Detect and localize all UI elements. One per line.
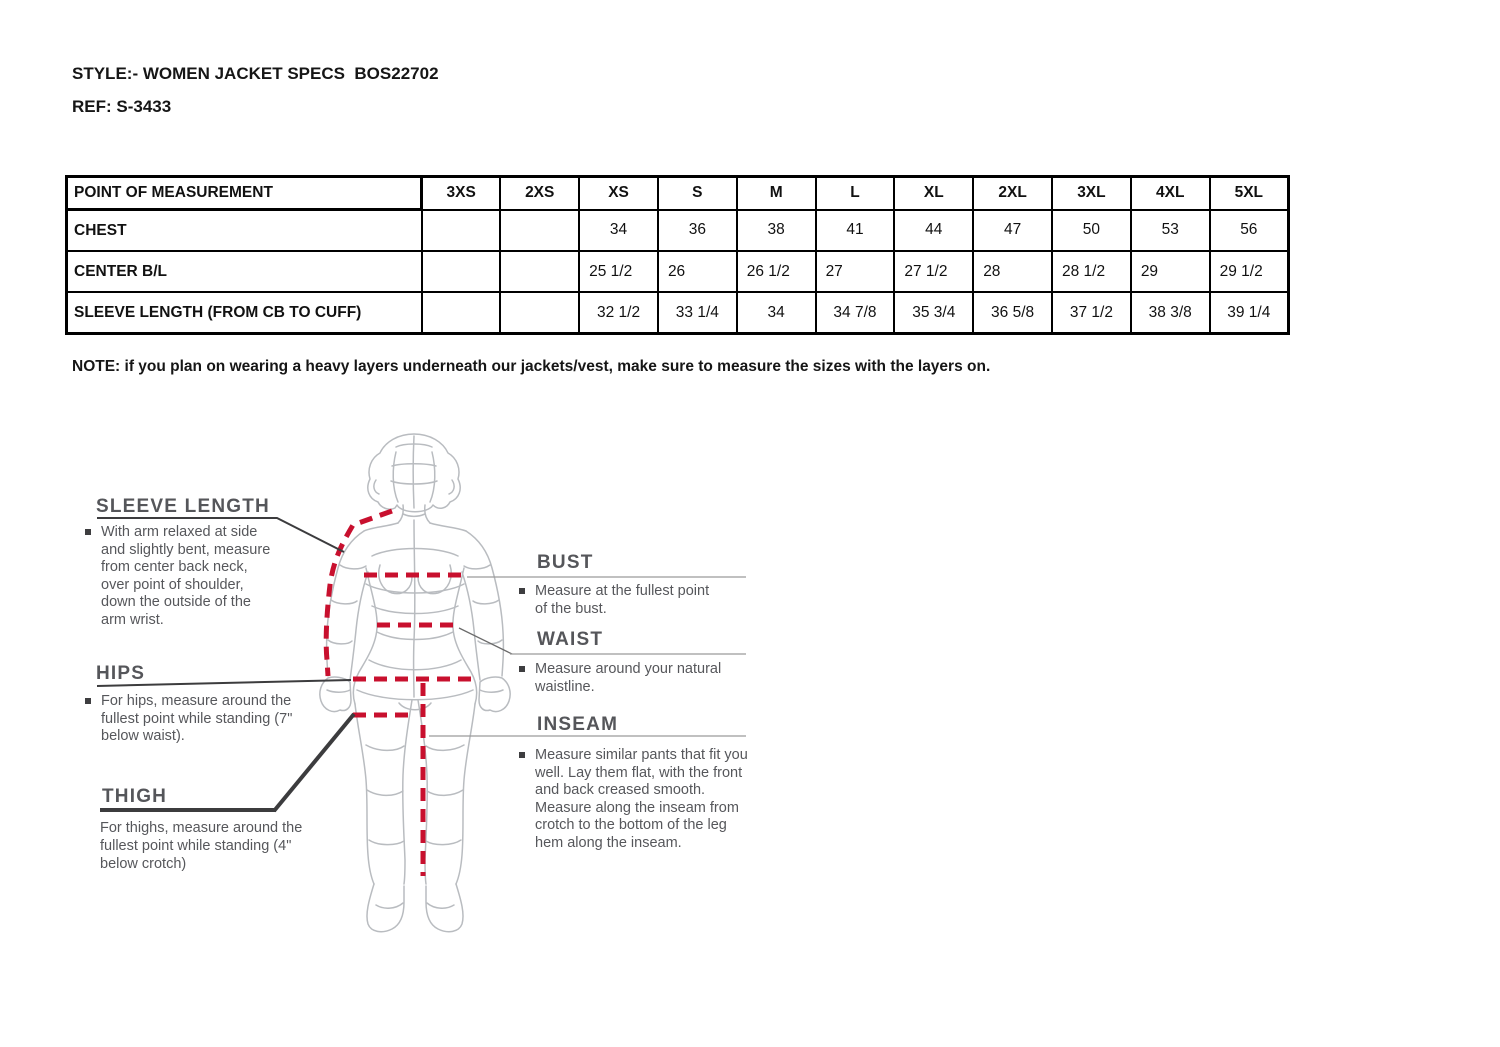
sleeve-2xl: 36 5/8 xyxy=(972,291,1053,335)
note-text: NOTE: if you plan on wearing a heavy lay… xyxy=(72,358,991,375)
centerbl-3xs xyxy=(420,250,502,293)
column-header-s: S xyxy=(656,175,738,211)
waist-connector xyxy=(458,627,513,655)
column-header-3xl: 3XL xyxy=(1051,175,1132,211)
centerbl-l: 27 xyxy=(814,250,896,293)
centerbl-m: 26 1/2 xyxy=(735,250,817,293)
bullet-square-icon xyxy=(519,666,525,672)
chest-4xl: 53 xyxy=(1129,208,1211,252)
row-label-center-bl: CENTER B/L xyxy=(65,250,423,293)
sleeve-l: 34 7/8 xyxy=(814,291,896,335)
bullet-square-icon xyxy=(519,752,525,758)
column-header-xl: XL xyxy=(893,175,975,211)
chest-xl: 44 xyxy=(893,208,975,252)
hips-description: For hips, measure around the fullest poi… xyxy=(85,693,301,746)
chest-3xs xyxy=(420,208,502,252)
centerbl-xl: 27 1/2 xyxy=(893,250,975,293)
label-connectors xyxy=(96,517,746,813)
sleeve-2xs xyxy=(499,291,581,335)
column-header-4xl: 4XL xyxy=(1129,175,1211,211)
sleeve-length-description: With arm relaxed at side and slightly be… xyxy=(85,524,277,629)
thigh-connector xyxy=(272,712,356,813)
sleeve-length-connector xyxy=(97,517,345,553)
bust-heading: BUST xyxy=(537,552,594,573)
bullet-square-icon xyxy=(85,529,91,535)
sleeve-xl: 35 3/4 xyxy=(893,291,975,335)
centerbl-s: 26 xyxy=(656,250,738,293)
chest-3xl: 50 xyxy=(1051,208,1132,252)
body-wireframe xyxy=(319,433,511,933)
sleeve-length-heading: SLEEVE LENGTH xyxy=(96,496,270,517)
column-header-2xs: 2XS xyxy=(499,175,581,211)
centerbl-4xl: 29 xyxy=(1129,250,1211,293)
size-chart-table: POINT OF MEASUREMENT 3XS 2XS XS S M L XL… xyxy=(65,175,1290,335)
sleeve-s: 33 1/4 xyxy=(656,291,738,335)
table-row-sleeve-length: SLEEVE LENGTH (FROM CB TO CUFF) 32 1/2 3… xyxy=(65,291,1290,335)
ref-number: REF: S-3433 xyxy=(72,97,172,116)
thigh-description: For thighs, measure around the fullest p… xyxy=(100,820,303,872)
chest-2xl: 47 xyxy=(972,208,1053,252)
waist-heading: WAIST xyxy=(537,629,604,650)
hips-connector xyxy=(96,679,352,687)
thigh-heading: THIGH xyxy=(102,786,168,807)
sleeve-xs: 32 1/2 xyxy=(578,291,659,335)
table-header-row: POINT OF MEASUREMENT 3XS 2XS XS S M L XL… xyxy=(65,175,1290,211)
measurement-dashed-lines xyxy=(323,508,472,876)
bust-description: Measure at the fullest point of the bust… xyxy=(519,583,727,618)
row-label-sleeve-length: SLEEVE LENGTH (FROM CB TO CUFF) xyxy=(65,291,423,335)
centerbl-5xl: 29 1/2 xyxy=(1208,250,1290,293)
column-header-l: L xyxy=(814,175,896,211)
chest-5xl: 56 xyxy=(1208,208,1290,252)
centerbl-3xl: 28 1/2 xyxy=(1051,250,1132,293)
bullet-square-icon xyxy=(519,588,525,594)
column-header-point-of-measurement: POINT OF MEASUREMENT xyxy=(65,175,423,211)
centerbl-2xs xyxy=(499,250,581,293)
column-header-3xs: 3XS xyxy=(420,175,502,211)
chest-xs: 34 xyxy=(578,208,659,252)
chest-m: 38 xyxy=(735,208,817,252)
centerbl-xs: 25 1/2 xyxy=(578,250,659,293)
chest-s: 36 xyxy=(656,208,738,252)
table-row-chest: CHEST 34 36 38 41 44 47 50 53 56 xyxy=(65,208,1290,252)
row-label-chest: CHEST xyxy=(65,208,423,252)
sleeve-4xl: 38 3/8 xyxy=(1129,291,1211,335)
waist-description: Measure around your natural waistline. xyxy=(519,661,731,696)
sleeve-3xl: 37 1/2 xyxy=(1051,291,1132,335)
sleeve-length-line xyxy=(323,508,393,677)
sleeve-5xl: 39 1/4 xyxy=(1208,291,1290,335)
column-header-xs: XS xyxy=(578,175,659,211)
chest-2xs xyxy=(499,208,581,252)
centerbl-2xl: 28 xyxy=(972,250,1053,293)
column-header-2xl: 2XL xyxy=(972,175,1053,211)
hips-heading: HIPS xyxy=(96,663,146,684)
inseam-description: Measure similar pants that fit you well.… xyxy=(519,747,757,852)
sleeve-3xs xyxy=(420,291,502,335)
sleeve-m: 34 xyxy=(735,291,817,335)
column-header-m: M xyxy=(735,175,817,211)
inseam-heading: INSEAM xyxy=(537,714,619,735)
page-title: STYLE:- WOMEN JACKET SPECS BOS22702 xyxy=(72,64,439,83)
bullet-square-icon xyxy=(85,698,91,704)
table-row-center-bl: CENTER B/L 25 1/2 26 26 1/2 27 27 1/2 28… xyxy=(65,250,1290,293)
column-header-5xl: 5XL xyxy=(1208,175,1290,211)
chest-l: 41 xyxy=(814,208,896,252)
measurement-diagram-figure xyxy=(96,433,746,933)
